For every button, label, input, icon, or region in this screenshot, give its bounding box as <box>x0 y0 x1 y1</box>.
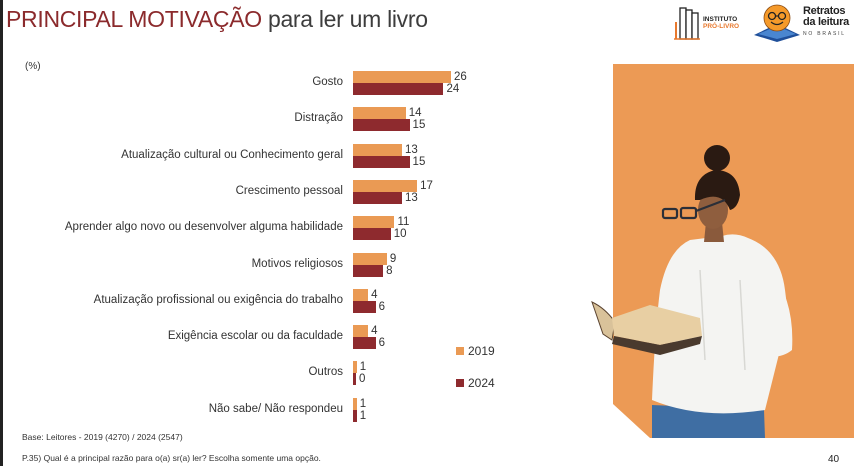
value-label-2024: 6 <box>378 300 386 313</box>
unit-label: (%) <box>25 61 41 72</box>
decorative-orange-panel <box>613 64 854 438</box>
question-note: P.35) Qual é a principal razão para o(a)… <box>22 453 321 463</box>
category-label: Exigência escolar ou da faculdade <box>167 330 343 343</box>
chart-row: Exigência escolar ou da faculdade 4 6 <box>0 325 520 350</box>
page-number: 40 <box>828 454 840 465</box>
category-label: Gosto <box>312 76 343 88</box>
bar-2024 <box>353 337 376 350</box>
value-label-2019: 1 <box>359 361 367 374</box>
value-label-2019: 4 <box>371 288 378 301</box>
legend-item-2019: 2019 <box>456 344 495 358</box>
value-label-2019: 11 <box>397 216 410 229</box>
value-label-2024: 6 <box>378 337 386 350</box>
title-highlight: PRINCIPAL MOTIVAÇÃO <box>6 6 262 32</box>
bar-2019 <box>353 216 395 229</box>
value-label-2024: 15 <box>412 119 426 132</box>
value-label-2019: 14 <box>408 107 422 120</box>
bar-2024 <box>353 264 384 277</box>
value-label-2024: 1 <box>359 409 367 422</box>
legend-swatch-2024 <box>456 379 464 387</box>
smiling-book-icon <box>754 4 800 42</box>
bar-2024 <box>353 373 356 386</box>
chart-row: Não sabe/ Não respondeu 1 1 <box>0 397 520 423</box>
category-label: Atualização profissional ou exigência do… <box>93 293 343 306</box>
category-label: Crescimento pessoal <box>235 184 343 197</box>
value-label-2019: 26 <box>454 71 467 83</box>
bar-2019 <box>353 397 357 410</box>
slide-left-edge <box>0 0 3 466</box>
chart-row: Gosto 26 24 <box>0 71 520 96</box>
value-label-2024: 13 <box>405 191 418 204</box>
value-label-2024: 10 <box>393 228 407 241</box>
bar-chart: Gosto 26 24 Distração 14 15 Atualização cultur… <box>0 71 520 423</box>
chart-row: Atualização cultural ou Conhecimento ger… <box>0 143 520 169</box>
bar-2024 <box>353 228 391 241</box>
chart-row: Crescimento pessoal 17 13 <box>0 179 520 205</box>
value-label-2024: 8 <box>386 264 393 277</box>
chart-row: Aprender algo novo ou desenvolver alguma… <box>0 216 520 241</box>
bar-2019 <box>353 71 452 83</box>
value-label-2024: 15 <box>412 155 426 168</box>
chart-row: Atualização profissional ou exigência do… <box>0 288 520 314</box>
bar-2019 <box>353 288 369 301</box>
value-label-2019: 4 <box>371 325 378 338</box>
value-label-2019: 13 <box>405 143 418 156</box>
value-label-2019: 17 <box>420 179 433 192</box>
chart-row: Outros 1 0 <box>0 361 520 386</box>
value-label-2024: 24 <box>446 83 460 95</box>
bar-2019 <box>353 325 369 338</box>
bar-2019 <box>353 107 406 120</box>
bar-2019 <box>353 252 387 265</box>
bar-2024 <box>353 409 357 422</box>
category-label: Outros <box>308 366 343 379</box>
bar-2019 <box>353 179 418 192</box>
value-label-2019: 9 <box>389 252 397 265</box>
category-label: Aprender algo novo ou desenvolver alguma… <box>64 221 343 234</box>
category-label: Não sabe/ Não respondeu <box>208 402 343 415</box>
books-icon <box>674 7 700 40</box>
bar-2024 <box>353 191 402 204</box>
value-label-2019: 1 <box>359 397 367 410</box>
chart-row: Distração 14 15 <box>0 107 520 132</box>
page-title: PRINCIPAL MOTIVAÇÃO para ler um livro <box>6 4 428 34</box>
bar-2019 <box>353 361 357 374</box>
bar-2024 <box>353 83 444 95</box>
base-note: Base: Leitores - 2019 (4270) / 2024 (254… <box>22 432 183 442</box>
chart-row: Motivos religiosos 9 8 <box>0 252 520 278</box>
category-label: Motivos religiosos <box>251 257 343 270</box>
title-rest: para ler um livro <box>261 6 428 32</box>
bar-2024 <box>353 119 410 132</box>
legend-item-2024: 2024 <box>456 376 495 390</box>
bar-2024 <box>353 300 376 313</box>
category-label: Distração <box>294 112 343 125</box>
value-label-2024: 0 <box>359 373 366 386</box>
category-label: Atualização cultural ou Conhecimento ger… <box>121 148 343 161</box>
bar-2019 <box>353 143 402 156</box>
legend-swatch-2019 <box>456 347 464 355</box>
bar-2024 <box>353 155 410 168</box>
